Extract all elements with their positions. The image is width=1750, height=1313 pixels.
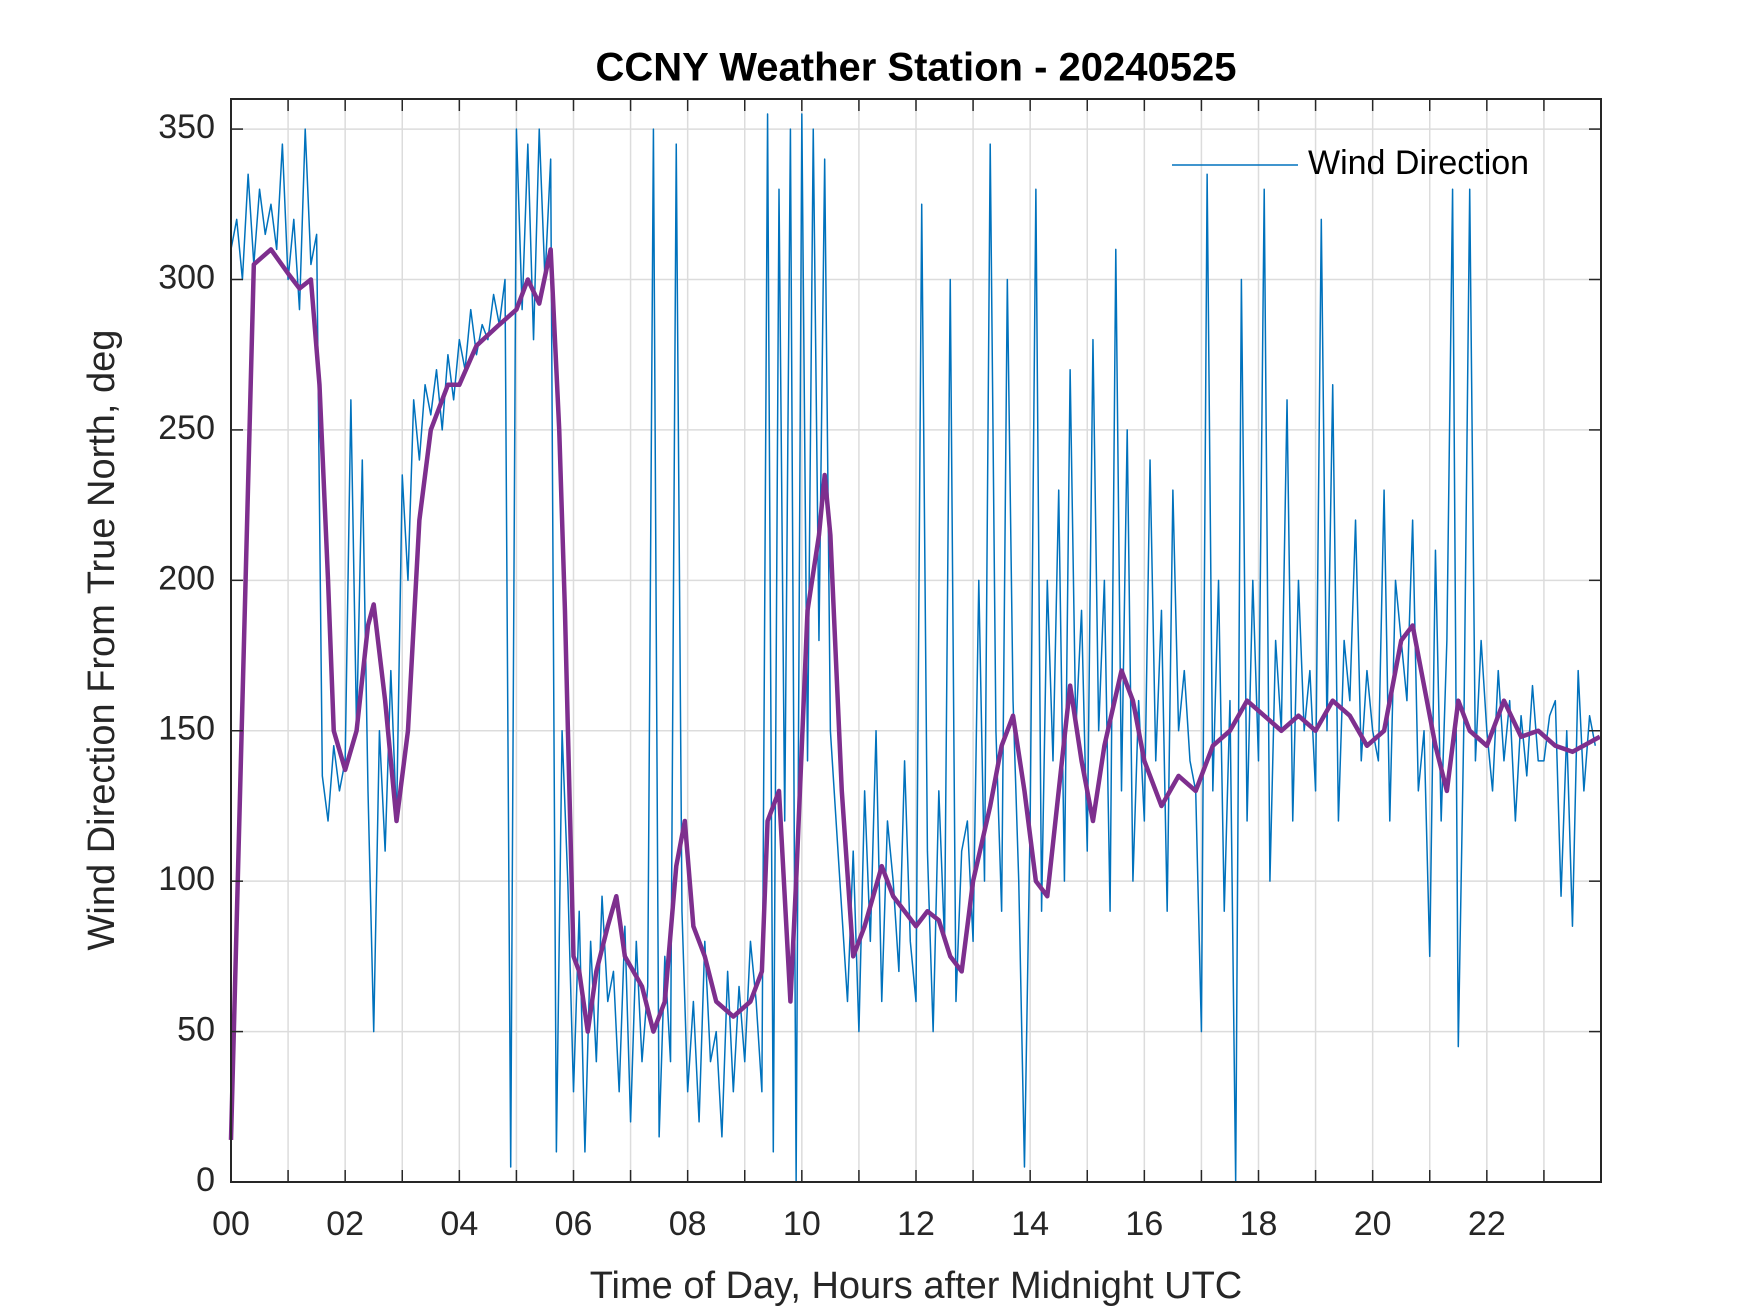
x-tick-label: 10 xyxy=(783,1205,821,1243)
x-tick-label: 20 xyxy=(1354,1205,1392,1243)
line-series xyxy=(228,247,1601,1140)
chart-title: CCNY Weather Station - 20240525 xyxy=(596,46,1237,90)
axes: 0 50 100 150 200 250 300 350 00 02 04 06 08 10 12 14 16 1… xyxy=(158,98,1602,1243)
x-tick-label: 16 xyxy=(1125,1205,1163,1243)
x-axis-label: Time of Day, Hours after Midnight UTC xyxy=(590,1265,1243,1307)
y-tick-label: 50 xyxy=(177,1011,215,1049)
y-tick-label: 150 xyxy=(158,710,215,748)
y-axis-label: Wind Direction From True North, deg xyxy=(81,330,123,951)
x-tick-label: 12 xyxy=(897,1205,935,1243)
x-tick-label: 02 xyxy=(326,1205,364,1243)
line-series xyxy=(230,113,1597,1183)
x-tick-label: 14 xyxy=(1011,1205,1049,1243)
plot-area xyxy=(228,113,1601,1183)
y-tick-label: 200 xyxy=(158,559,215,597)
axes-box xyxy=(230,98,1602,1183)
x-tick-label: 00 xyxy=(212,1205,250,1243)
x-tick-label: 18 xyxy=(1240,1205,1278,1243)
y-tick-label: 0 xyxy=(196,1161,215,1199)
x-tick-label: 04 xyxy=(440,1205,478,1243)
y-tick-label: 300 xyxy=(158,258,215,296)
x-tick-label: 06 xyxy=(555,1205,593,1243)
y-tick-label: 350 xyxy=(158,108,215,146)
y-tick-label: 250 xyxy=(158,409,215,447)
y-tick-label: 100 xyxy=(158,860,215,898)
x-tick-label: 08 xyxy=(669,1205,707,1243)
legend-label: Wind Direction xyxy=(1308,144,1529,182)
x-tick-label: 22 xyxy=(1468,1205,1506,1243)
